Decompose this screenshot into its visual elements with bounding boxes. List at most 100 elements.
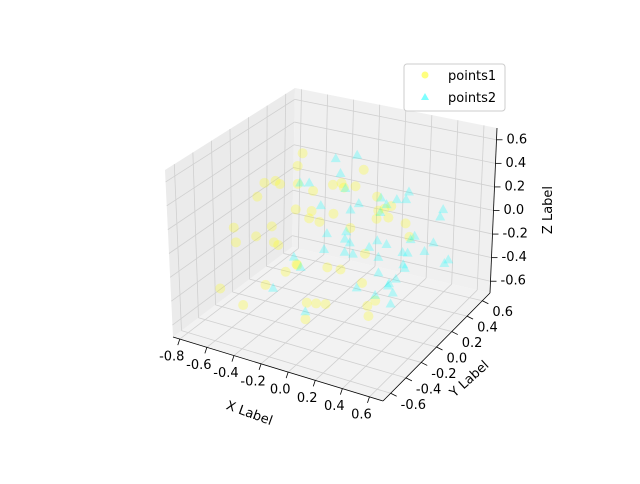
y-tick-label: 0.6 (492, 305, 513, 320)
point-points2 (385, 298, 396, 308)
point-points2 (345, 204, 356, 214)
point-points1 (311, 298, 322, 309)
grid-line-z (294, 98, 497, 141)
point-points1 (306, 206, 317, 217)
y-tick-label: -0.6 (401, 398, 426, 413)
point-points1 (357, 277, 368, 288)
point-points2 (375, 206, 386, 216)
grid-line-y (249, 278, 452, 332)
grid-line-z (171, 212, 293, 302)
point-points2 (330, 153, 341, 163)
point-points1 (292, 260, 303, 271)
point-points1 (373, 205, 384, 216)
point-points2 (439, 257, 450, 267)
point-points2 (300, 306, 311, 316)
point-points2 (428, 237, 439, 247)
y-tick-label: 0.0 (447, 352, 468, 367)
x-tick (312, 380, 316, 387)
point-points2 (443, 254, 454, 264)
point-points2 (341, 226, 352, 236)
point-points2 (340, 183, 351, 193)
x-tick (285, 371, 289, 379)
legend-label-points2: points2 (448, 91, 496, 106)
point-points2 (319, 243, 330, 253)
z-tick-label: 0.2 (505, 179, 526, 194)
x-tick-label: 0.2 (297, 391, 318, 406)
x-tick-label: 0.4 (324, 399, 345, 414)
point-points2 (339, 246, 350, 256)
x-tick-label: -0.8 (159, 350, 184, 365)
point-points1 (259, 177, 270, 188)
x-tick-label: 0.0 (270, 383, 291, 398)
y-tick (390, 392, 397, 397)
point-points2 (419, 246, 430, 256)
z-tick-label: 0.4 (506, 156, 527, 171)
point-points1 (252, 191, 263, 202)
point-points2 (435, 211, 446, 221)
point-points2 (376, 192, 387, 202)
grid-line-z (292, 212, 492, 259)
point-points2 (373, 267, 384, 277)
z-tick-label: 0.0 (504, 203, 525, 218)
point-points2 (353, 198, 364, 208)
grid-line-y (266, 265, 468, 317)
point-points1 (266, 221, 277, 232)
point-points2 (387, 287, 398, 297)
point-points2 (397, 247, 408, 257)
point-points1 (363, 311, 374, 322)
point-points2 (339, 233, 350, 243)
x-tick (204, 347, 208, 354)
x-tick (177, 338, 181, 346)
x-tick (339, 388, 343, 395)
y-tick-label: 0.4 (477, 321, 498, 336)
point-points1 (297, 148, 308, 159)
point-points2 (384, 278, 395, 288)
point-points2 (438, 204, 449, 214)
x-tick (367, 396, 370, 403)
point-points2 (295, 261, 306, 271)
point-points2 (402, 247, 413, 257)
x-tick (231, 355, 235, 362)
z-tick-label: -0.2 (503, 227, 528, 242)
point-points1 (345, 222, 356, 233)
point-points1 (314, 216, 325, 227)
point-points1 (230, 237, 241, 248)
point-points1 (290, 204, 301, 215)
point-points2 (398, 259, 409, 269)
point-points1 (301, 297, 312, 308)
y-tick-label: -0.4 (416, 382, 441, 397)
point-points2 (344, 237, 355, 247)
point-points2 (372, 235, 383, 245)
tick-labels: -0.8-0.6-0.4-0.20.00.20.40.6-0.6-0.4-0.2… (159, 132, 528, 422)
point-points1 (358, 164, 369, 175)
point-points2 (401, 194, 412, 204)
y-tick (421, 362, 428, 366)
point-points1 (328, 208, 339, 219)
point-points2 (335, 168, 346, 178)
point-points1 (273, 240, 284, 251)
x-tick-label: -0.4 (213, 366, 238, 381)
point-points1 (327, 179, 338, 190)
point-points1 (362, 300, 373, 311)
axis-panes (165, 88, 497, 401)
point-points2 (373, 251, 384, 261)
point-points1 (370, 295, 381, 306)
back-pane (292, 88, 497, 293)
point-points1 (251, 231, 262, 242)
point-points2 (409, 230, 420, 240)
x-tick-label: -0.2 (240, 374, 265, 389)
grid-lines (165, 89, 497, 398)
point-points2 (295, 177, 306, 187)
point-points1 (322, 262, 333, 273)
grid-line-z (168, 167, 294, 254)
point-points1 (386, 201, 397, 212)
x-axis-line (172, 336, 384, 402)
point-points2 (381, 199, 392, 209)
point-points2 (351, 282, 362, 292)
grid-line-z (293, 167, 494, 211)
point-points1 (379, 203, 390, 214)
grid-line-z (293, 144, 495, 188)
point-points2 (315, 200, 326, 210)
grid-line-z (294, 121, 496, 164)
point-points2 (382, 280, 393, 290)
